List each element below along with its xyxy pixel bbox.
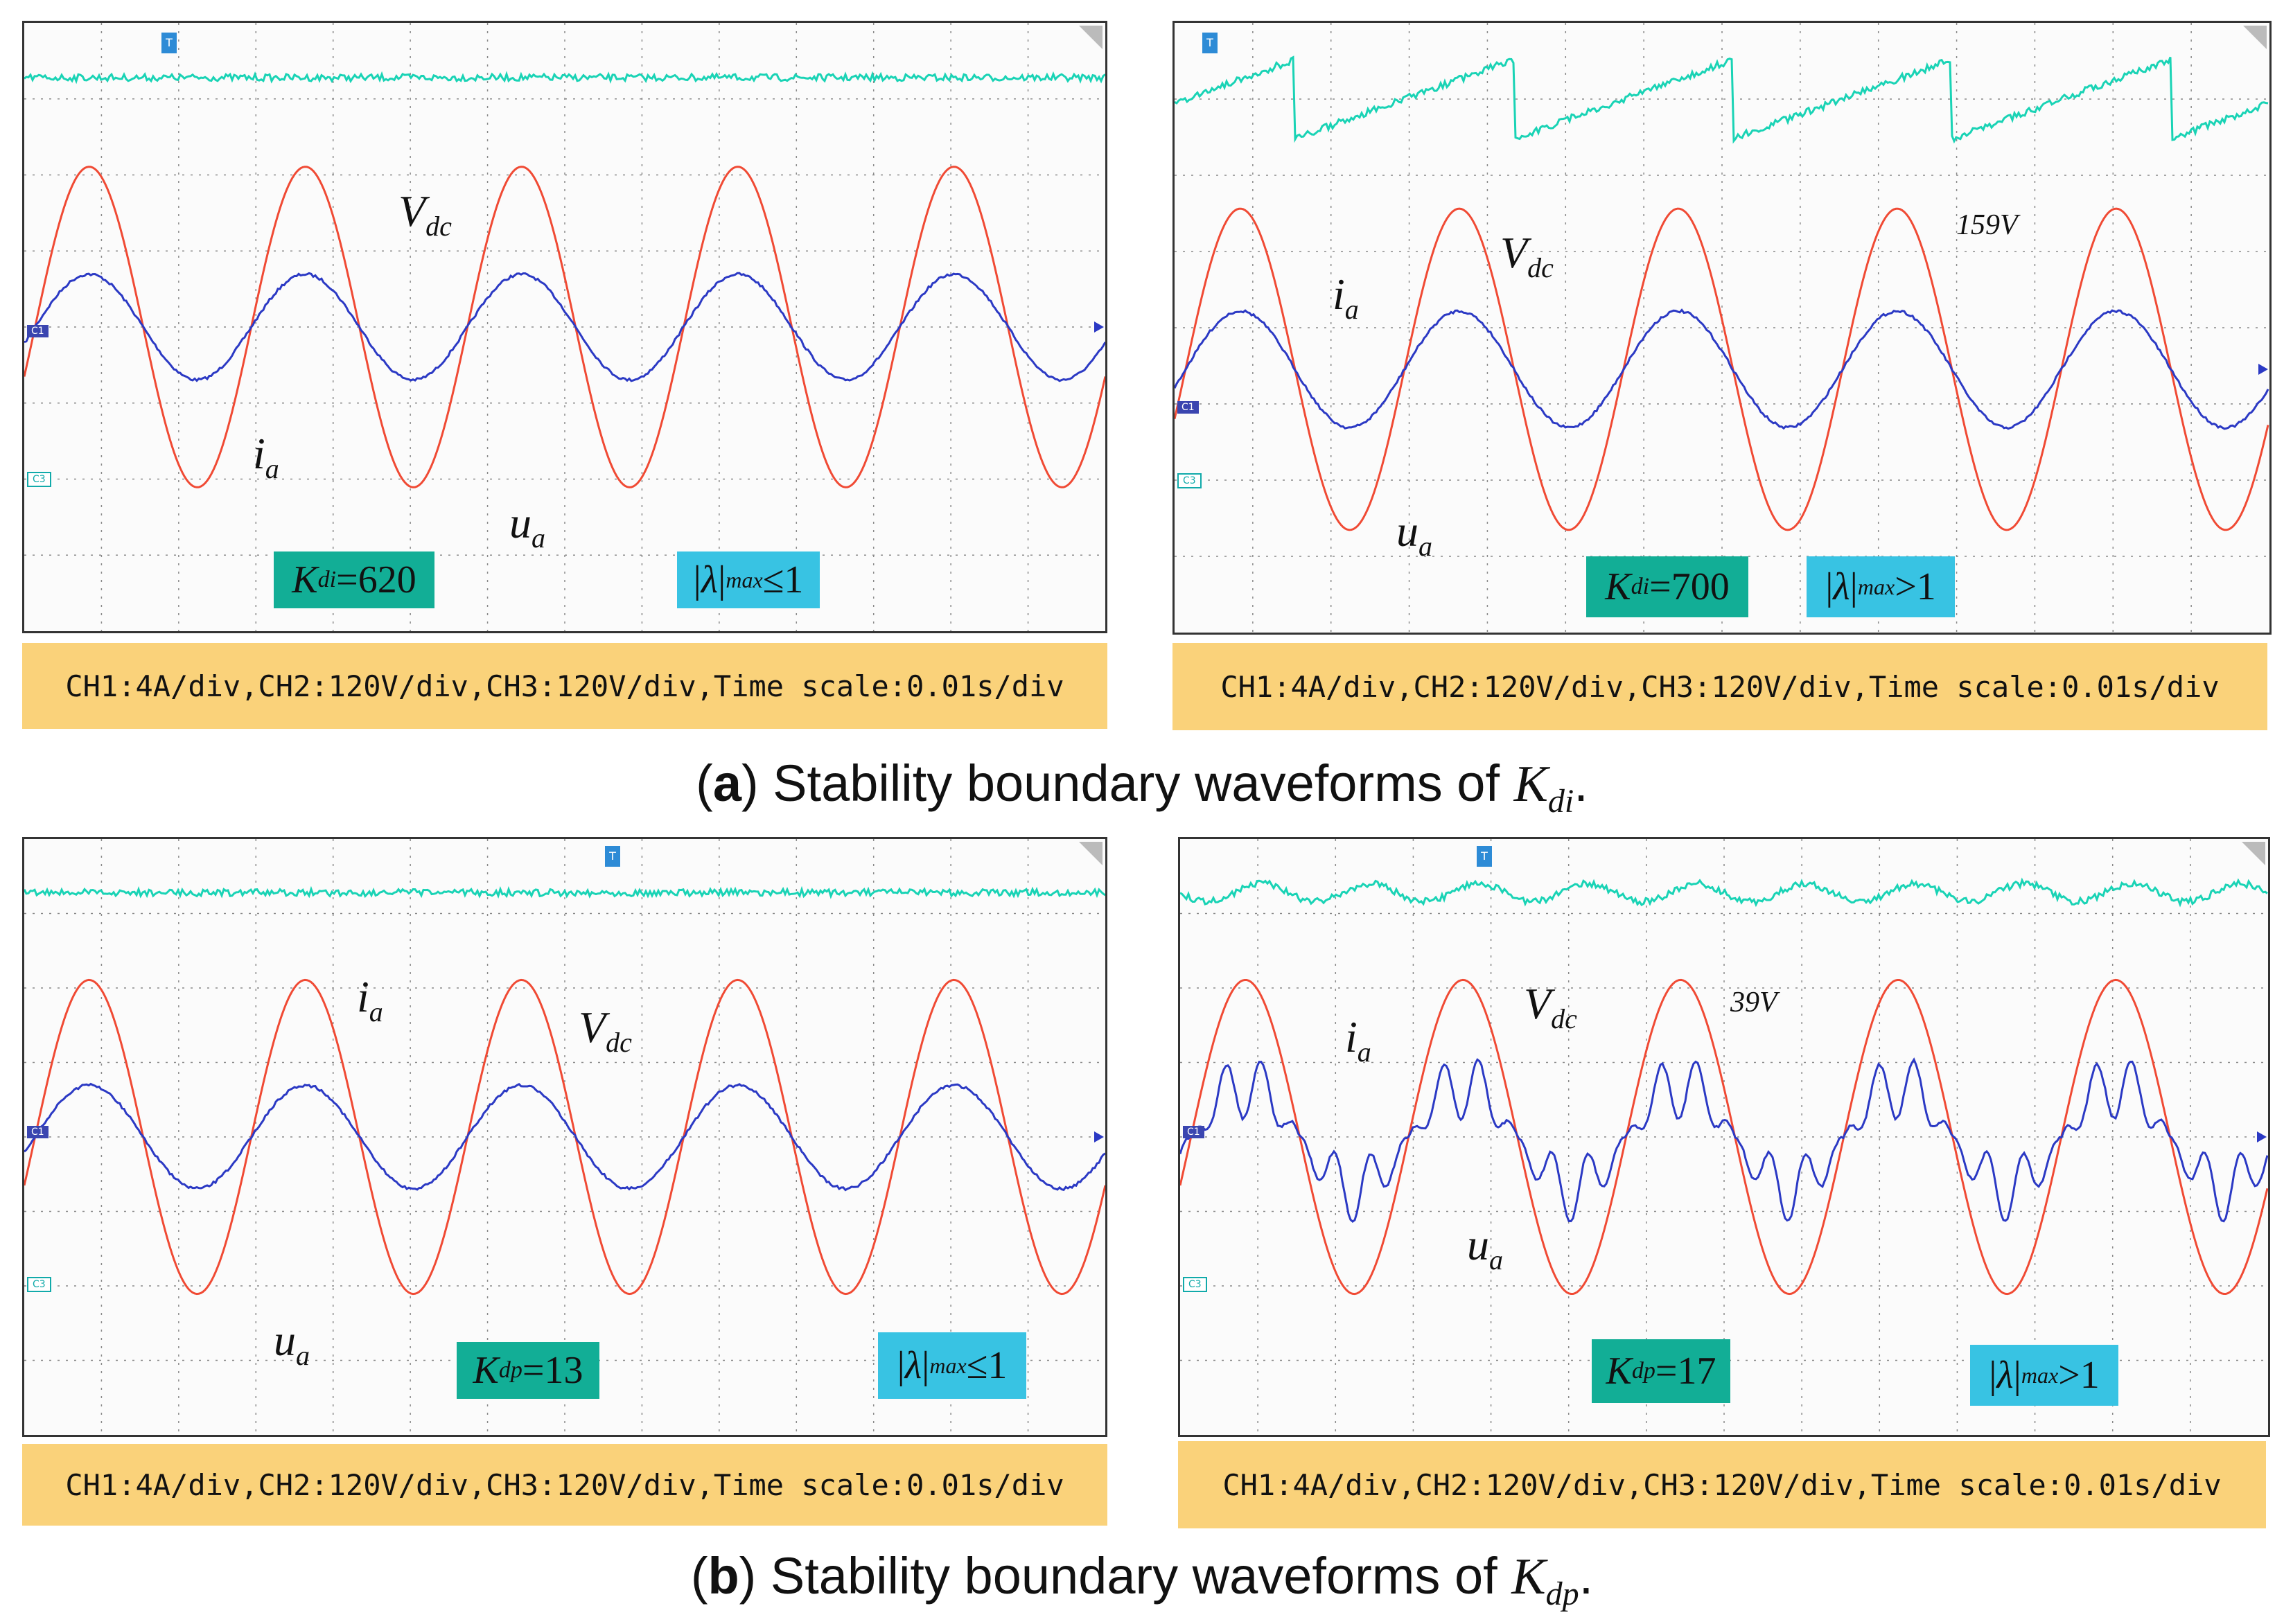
vdc-label: Vdc bbox=[1500, 228, 1554, 283]
ia-waveform bbox=[24, 1082, 1105, 1192]
scale-caption-box: CH1:4A/div,CH2:120V/div,CH3:120V/div,Tim… bbox=[22, 1444, 1107, 1526]
ia-label: ia bbox=[253, 429, 279, 484]
channel-1-marker: C1 bbox=[1177, 401, 1199, 414]
ua-waveform bbox=[24, 978, 1105, 1296]
zoom-icon bbox=[1079, 842, 1103, 865]
eigenvalue-condition-box: | λ | max >1 bbox=[1807, 556, 1955, 617]
scale-caption: CH1:4A/div,CH2:120V/div,CH3:120V/div,Tim… bbox=[65, 669, 1064, 703]
trigger-marker-icon: T bbox=[161, 33, 177, 53]
zoom-icon bbox=[2242, 842, 2265, 865]
ua-label: ua bbox=[509, 498, 545, 554]
ua-waveform bbox=[1175, 207, 2269, 531]
ia-waveform bbox=[1180, 1057, 2268, 1223]
trigger-marker-icon: T bbox=[1477, 846, 1492, 867]
ua-label: ua bbox=[1467, 1220, 1503, 1276]
eigenvalue-condition-box: | λ | max ≤1 bbox=[878, 1332, 1026, 1399]
channel-3-marker: C3 bbox=[27, 1277, 51, 1292]
ia-waveform bbox=[1175, 308, 2269, 430]
vdc-waveform bbox=[1175, 55, 2269, 144]
reference-marker-icon bbox=[2257, 1131, 2267, 1142]
zoom-icon bbox=[2243, 26, 2267, 49]
waveform-plot bbox=[24, 839, 1105, 1435]
reference-marker-icon bbox=[2258, 364, 2268, 375]
reference-marker-icon bbox=[1094, 1131, 1104, 1142]
vdc-label: Vdc bbox=[579, 1003, 632, 1058]
waveform-plot bbox=[1175, 23, 2269, 633]
scale-caption: CH1:4A/div,CH2:120V/div,CH3:120V/div,Tim… bbox=[1222, 1467, 2222, 1502]
channel-1-marker: C1 bbox=[1183, 1126, 1204, 1138]
ia-label: ia bbox=[1345, 1012, 1371, 1068]
eigenvalue-condition-box: | λ | max >1 bbox=[1970, 1345, 2118, 1406]
scale-caption: CH1:4A/div,CH2:120V/div,CH3:120V/div,Tim… bbox=[1220, 669, 2220, 704]
ia-label: ia bbox=[1333, 270, 1359, 325]
ua-waveform bbox=[1180, 978, 2268, 1296]
channel-3-marker: C3 bbox=[27, 472, 51, 487]
vdc-waveform bbox=[24, 71, 1105, 85]
trigger-marker-icon: T bbox=[605, 846, 620, 867]
ua-label: ua bbox=[1396, 506, 1432, 562]
vdc-label: Vdc bbox=[1524, 979, 1577, 1034]
channel-1-marker: C1 bbox=[27, 325, 49, 337]
zoom-icon bbox=[1079, 26, 1103, 49]
ripple-annotation: 39V bbox=[1730, 987, 1777, 1018]
waveform-plot bbox=[24, 23, 1105, 631]
vdc-waveform bbox=[1180, 877, 2268, 908]
ua-label: ua bbox=[274, 1316, 310, 1371]
reference-marker-icon bbox=[1094, 321, 1104, 333]
ia-waveform bbox=[24, 272, 1105, 382]
channel-3-marker: C3 bbox=[1183, 1277, 1207, 1292]
scale-caption-box: CH1:4A/div,CH2:120V/div,CH3:120V/div,Tim… bbox=[1178, 1441, 2266, 1528]
vdc-label: Vdc bbox=[398, 186, 452, 242]
channel-3-marker: C3 bbox=[1177, 473, 1202, 488]
ua-waveform bbox=[24, 166, 1105, 488]
eigenvalue-condition-box: | λ | max ≤1 bbox=[677, 551, 820, 608]
vdc-waveform bbox=[24, 885, 1105, 899]
ia-label: ia bbox=[357, 972, 383, 1027]
scale-caption-box: CH1:4A/div,CH2:120V/div,CH3:120V/div,Tim… bbox=[1172, 643, 2267, 730]
scale-caption: CH1:4A/div,CH2:120V/div,CH3:120V/div,Tim… bbox=[65, 1467, 1064, 1502]
trigger-marker-icon: T bbox=[1202, 33, 1218, 53]
figure-caption-b: (b) Stability boundary waveforms of Kdp. bbox=[690, 1547, 1594, 1612]
ripple-annotation: 159V bbox=[1956, 209, 2018, 241]
scale-caption-box: CH1:4A/div,CH2:120V/div,CH3:120V/div,Tim… bbox=[22, 643, 1107, 729]
channel-1-marker: C1 bbox=[27, 1126, 49, 1138]
figure-caption-a: (a) Stability boundary waveforms of Kdi. bbox=[696, 754, 1588, 820]
